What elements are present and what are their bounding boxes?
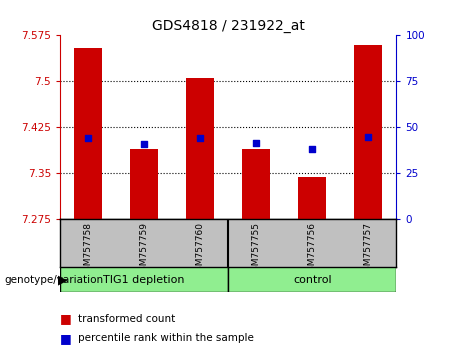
Text: genotype/variation: genotype/variation [5,275,104,285]
Text: GSM757756: GSM757756 [308,222,317,277]
Text: transformed count: transformed count [78,314,176,324]
Text: ■: ■ [60,332,71,344]
Point [196,135,204,141]
Text: GSM757759: GSM757759 [140,222,148,277]
Text: ▶: ▶ [58,273,67,286]
Text: GSM757758: GSM757758 [83,222,93,277]
Bar [186,78,214,219]
Point [140,141,148,147]
Text: ■: ■ [60,312,71,325]
Point [309,146,316,152]
Bar [74,48,102,219]
Bar [60,267,228,292]
Text: control: control [293,275,331,285]
Bar [228,267,396,292]
Title: GDS4818 / 231922_at: GDS4818 / 231922_at [152,19,305,33]
Point [365,134,372,139]
Text: GSM757757: GSM757757 [364,222,373,277]
Bar [242,149,270,219]
Text: TIG1 depletion: TIG1 depletion [103,275,185,285]
Text: percentile rank within the sample: percentile rank within the sample [78,333,254,343]
Point [84,135,92,141]
Bar [130,149,158,219]
Bar [355,45,383,219]
Text: GSM757755: GSM757755 [252,222,261,277]
Bar [298,177,326,219]
Point [253,140,260,145]
Text: GSM757760: GSM757760 [195,222,205,277]
